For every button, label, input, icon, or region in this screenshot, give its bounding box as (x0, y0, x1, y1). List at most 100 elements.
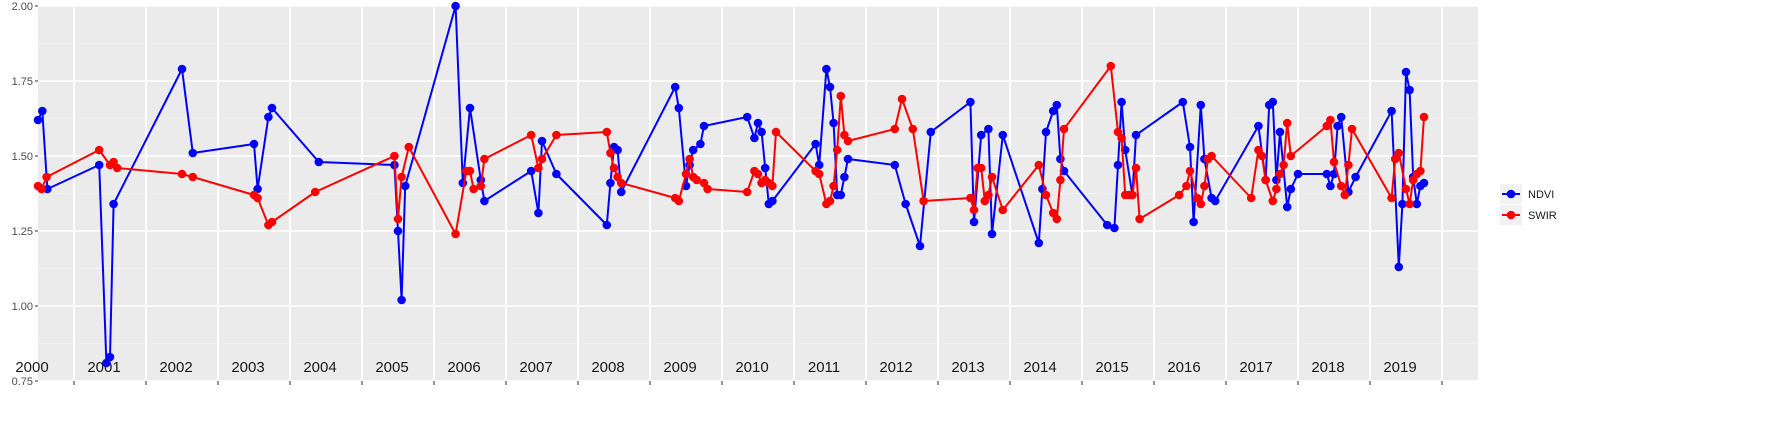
swir-point (537, 154, 547, 164)
swir-point (37, 184, 46, 194)
year-label: 2007 (519, 359, 552, 376)
year-label: 2011 (808, 359, 840, 376)
swir-point (465, 166, 475, 176)
swir-point (602, 127, 612, 137)
ndvi-point (1387, 106, 1396, 116)
swir-point (451, 229, 460, 239)
ndvi-point (1196, 100, 1206, 110)
ndvi-point (1210, 196, 1220, 206)
ndvi-point (1034, 238, 1044, 248)
ndvi-point (987, 229, 997, 239)
swir-point (253, 193, 262, 203)
ndvi-point (109, 199, 118, 209)
ndvi-point (1113, 160, 1123, 170)
swir-point (616, 178, 626, 188)
y-tick-label: 1.25 (12, 226, 33, 238)
swir-point (832, 145, 842, 155)
swir-point (984, 190, 993, 200)
ndvi-point (1405, 85, 1414, 95)
ndvi-point (1041, 127, 1051, 137)
swir-point (1182, 181, 1191, 191)
y-tick-label: 1.75 (12, 76, 33, 88)
ndvi-point (1268, 97, 1278, 107)
year-label: 2013 (951, 359, 984, 376)
swir-point (397, 172, 406, 182)
swir-point (1329, 157, 1339, 167)
swir-point (1185, 166, 1195, 176)
ndvi-point (1102, 220, 1112, 230)
swir-point (606, 148, 615, 158)
ndvi-point (825, 82, 835, 92)
major-gridlines (38, 5, 1478, 382)
ndvi-point (699, 121, 709, 131)
ndvi-point (757, 127, 766, 137)
swir-point (469, 184, 478, 194)
ndvi-legend-label: NDVI (1528, 189, 1554, 201)
swir-point (681, 169, 691, 179)
swir-point (267, 217, 277, 227)
year-label: 2006 (447, 359, 480, 376)
ndvi-point (984, 124, 993, 134)
ndvi-point (1131, 130, 1141, 140)
ndvi-point (829, 118, 838, 128)
year-label: 2005 (375, 359, 408, 376)
swir-point (94, 145, 104, 155)
swir-point (1387, 193, 1396, 203)
swir-point (390, 151, 399, 161)
swir-legend-label: SWIR (1528, 210, 1557, 222)
y-axis: 0.75 1.00 1.25 1.50 1.75 2.00 (12, 1, 38, 388)
ndvi-point (480, 196, 489, 206)
ndvi-point (1394, 262, 1404, 272)
ndvi-point (1056, 154, 1065, 164)
ndvi-point (1419, 178, 1429, 188)
ndvi-point (534, 208, 543, 218)
swir-point (552, 130, 561, 140)
y-tick-label: 0.75 (12, 376, 33, 388)
minor-gridlines (38, 43, 1478, 344)
swir-point (480, 154, 489, 164)
ndvi-point (998, 130, 1008, 140)
ndvi-point (760, 163, 770, 173)
swir-point (1326, 115, 1335, 125)
ndvi-point (742, 112, 752, 122)
ndvi-point (811, 139, 820, 149)
swir-point (404, 142, 414, 152)
swir-point (976, 163, 986, 173)
ndvi-point (768, 196, 777, 206)
swir-point (1056, 175, 1065, 185)
swir-point (1340, 190, 1350, 200)
swir-point (1196, 199, 1206, 209)
swir-point (609, 163, 619, 173)
ndvi-point (105, 352, 115, 362)
swir-point (1272, 184, 1281, 194)
swir-point (1034, 160, 1044, 170)
swir-point (969, 205, 979, 215)
ndvi-point (602, 220, 612, 230)
swir-point (753, 169, 763, 179)
year-label: 2001 (87, 359, 120, 376)
swir-point (1052, 214, 1062, 224)
ndvi-point (1178, 97, 1188, 107)
year-label: 2018 (1311, 359, 1344, 376)
ndvi-point (753, 118, 763, 128)
ndvi-point (1401, 67, 1411, 77)
swir-point (692, 175, 702, 185)
swir-point (1257, 151, 1267, 161)
ndvi-point (840, 172, 849, 182)
swir-point (1286, 151, 1296, 161)
swir-point (1261, 175, 1270, 185)
ndvi-point (1117, 97, 1126, 107)
ndvi-point (901, 199, 910, 209)
swir-point (1268, 196, 1278, 206)
ndvi-point (1052, 100, 1062, 110)
swir-point (1106, 61, 1116, 71)
swir-point (1200, 181, 1209, 191)
swir-point (534, 163, 543, 173)
swir-point (188, 172, 198, 182)
ndvi-point (1275, 127, 1285, 137)
swir-point (42, 172, 51, 182)
y-tick-label: 1.50 (12, 151, 33, 163)
swir-point (1135, 214, 1144, 224)
swir-point (897, 94, 907, 104)
